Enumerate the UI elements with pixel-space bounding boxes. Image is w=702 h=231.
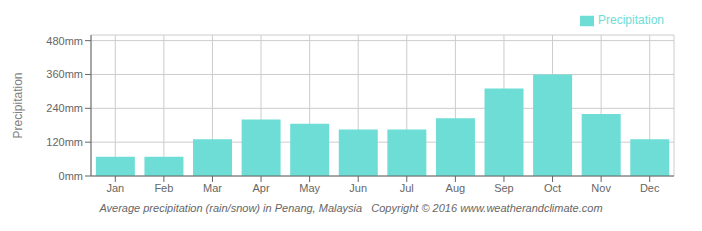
svg-text:Dec: Dec [640, 182, 660, 194]
svg-text:120mm: 120mm [46, 136, 83, 148]
svg-text:Nov: Nov [591, 182, 611, 194]
html-text:Average precipitation (rain/sn: Average precipitation (rain/snow) in Pen… [99, 202, 603, 214]
svg-text:480mm: 480mm [46, 35, 83, 47]
html-text:Precipitation: Precipitation [598, 13, 664, 27]
svg-text:Jun: Jun [349, 182, 367, 194]
svg-text:Feb: Feb [154, 182, 173, 194]
svg-text:Aug: Aug [446, 182, 466, 194]
svg-text:Mar: Mar [203, 182, 222, 194]
svg-text:Apr: Apr [252, 182, 269, 194]
svg-text:0mm: 0mm [59, 170, 83, 182]
svg-text:Jan: Jan [106, 182, 124, 194]
svg-text:Precipitation: Precipitation [11, 72, 25, 138]
svg-text:Oct: Oct [544, 182, 561, 194]
svg-text:240mm: 240mm [46, 102, 83, 114]
svg-text:360mm: 360mm [46, 68, 83, 80]
svg-text:May: May [299, 182, 320, 194]
svg-text:Sep: Sep [494, 182, 514, 194]
svg-text:Jul: Jul [400, 182, 414, 194]
